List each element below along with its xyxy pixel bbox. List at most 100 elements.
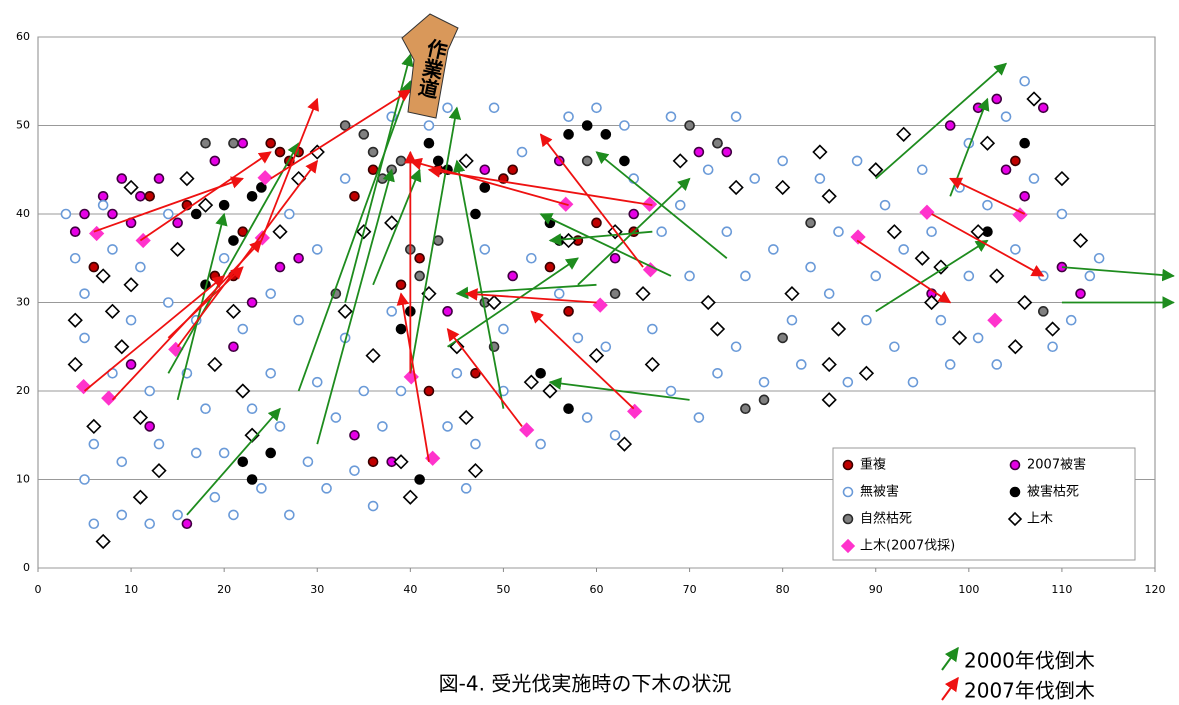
felled-tree-arrow xyxy=(396,292,430,462)
circle-marker xyxy=(116,509,128,521)
diamond-marker xyxy=(979,135,996,151)
circle-marker xyxy=(88,518,100,530)
legend-marker xyxy=(1009,459,1021,471)
diamond-marker xyxy=(123,277,139,293)
felled-tree-arrow xyxy=(427,165,653,207)
circle-marker xyxy=(256,182,267,193)
diamond-marker xyxy=(821,188,837,204)
circle-marker xyxy=(498,323,509,335)
circle-marker xyxy=(237,226,249,237)
circle-marker xyxy=(423,120,435,131)
diamond-marker xyxy=(923,294,940,311)
circle-marker xyxy=(1019,75,1030,87)
circle-marker xyxy=(470,438,481,450)
circle-marker xyxy=(768,244,779,255)
circle-marker xyxy=(619,120,630,131)
circle-marker xyxy=(1056,208,1068,220)
circle-marker xyxy=(293,314,304,326)
circle-marker xyxy=(712,367,723,379)
legend-marker xyxy=(842,486,854,498)
legend-label: 重複 xyxy=(860,457,886,473)
diamond-marker xyxy=(132,409,149,426)
circle-marker xyxy=(1019,191,1030,202)
circle-marker xyxy=(944,120,956,131)
circle-marker xyxy=(656,226,667,237)
circle-marker xyxy=(302,456,314,468)
circle-marker xyxy=(265,367,277,379)
circle-marker xyxy=(246,191,258,202)
felled-tree-arrow xyxy=(260,97,319,241)
circle-marker xyxy=(79,208,90,220)
work-road: 作業道 xyxy=(401,13,459,119)
circle-marker xyxy=(991,359,1003,370)
diamond-marker xyxy=(486,294,502,311)
felled-tree-arrow xyxy=(577,177,691,286)
diamond-marker xyxy=(560,232,577,249)
diamond-marker xyxy=(1026,91,1042,107)
circle-marker xyxy=(293,252,304,264)
circle-marker xyxy=(451,367,463,379)
circle-marker xyxy=(60,208,72,220)
circle-marker xyxy=(488,102,500,114)
circle-marker xyxy=(79,474,90,485)
x-tick-label: 60 xyxy=(590,583,604,596)
y-tick-label: 50 xyxy=(16,119,30,132)
circle-marker xyxy=(284,509,295,521)
diamond-marker xyxy=(393,454,409,470)
y-tick-label: 0 xyxy=(23,561,30,574)
felled-tree-arrow xyxy=(270,89,412,180)
circle-marker xyxy=(842,376,854,388)
felled-tree-arrow xyxy=(1061,266,1175,282)
felled-tree-arrow xyxy=(83,275,226,392)
circle-marker xyxy=(814,173,826,184)
diamond-marker xyxy=(775,179,791,196)
circle-marker xyxy=(972,102,984,114)
felled-tree-arrow xyxy=(297,80,413,392)
circle-marker xyxy=(609,288,621,299)
circle-marker xyxy=(777,155,788,167)
diamond-marker xyxy=(402,489,418,505)
diamond-marker xyxy=(635,286,651,302)
circle-marker xyxy=(349,429,360,441)
circle-marker xyxy=(479,164,491,176)
circle-marker xyxy=(600,341,612,353)
felled-tree-arrow xyxy=(409,106,462,374)
circle-marker xyxy=(721,146,733,158)
circle-marker xyxy=(414,252,425,264)
diamond-marker xyxy=(104,303,121,319)
circle-marker xyxy=(665,385,677,397)
circle-marker xyxy=(609,252,621,264)
circle-marker xyxy=(246,474,258,485)
x-tick-label: 50 xyxy=(496,583,510,596)
circle-marker xyxy=(982,199,993,211)
circle-marker xyxy=(116,456,128,468)
y-tick-label: 60 xyxy=(16,30,30,43)
circle-marker xyxy=(432,235,444,246)
x-tick-label: 0 xyxy=(35,583,42,596)
circle-marker xyxy=(144,191,155,202)
felled-tree-arrow xyxy=(931,213,1045,277)
diamond-marker xyxy=(67,356,83,373)
diamond-marker xyxy=(784,286,800,302)
circle-marker xyxy=(228,509,239,521)
circle-marker xyxy=(628,208,640,220)
circle-marker xyxy=(97,191,109,202)
circle-marker xyxy=(153,438,165,450)
diamond-marker xyxy=(235,383,251,399)
circle-marker xyxy=(805,217,816,229)
circle-marker xyxy=(125,359,137,370)
circle-marker xyxy=(209,155,221,167)
circle-marker xyxy=(228,137,239,149)
circle-marker xyxy=(730,111,742,122)
circle-marker xyxy=(470,208,481,220)
circle-marker xyxy=(88,438,100,450)
x-tick-label: 110 xyxy=(1051,583,1072,596)
circle-marker xyxy=(926,226,937,237)
circle-marker xyxy=(684,270,695,282)
diamond-marker xyxy=(86,418,102,435)
circle-marker xyxy=(1075,288,1086,299)
circle-marker xyxy=(107,208,118,220)
diamond-marker xyxy=(987,312,1003,328)
circle-marker xyxy=(274,421,286,432)
felled-tree-arrow xyxy=(452,159,505,409)
